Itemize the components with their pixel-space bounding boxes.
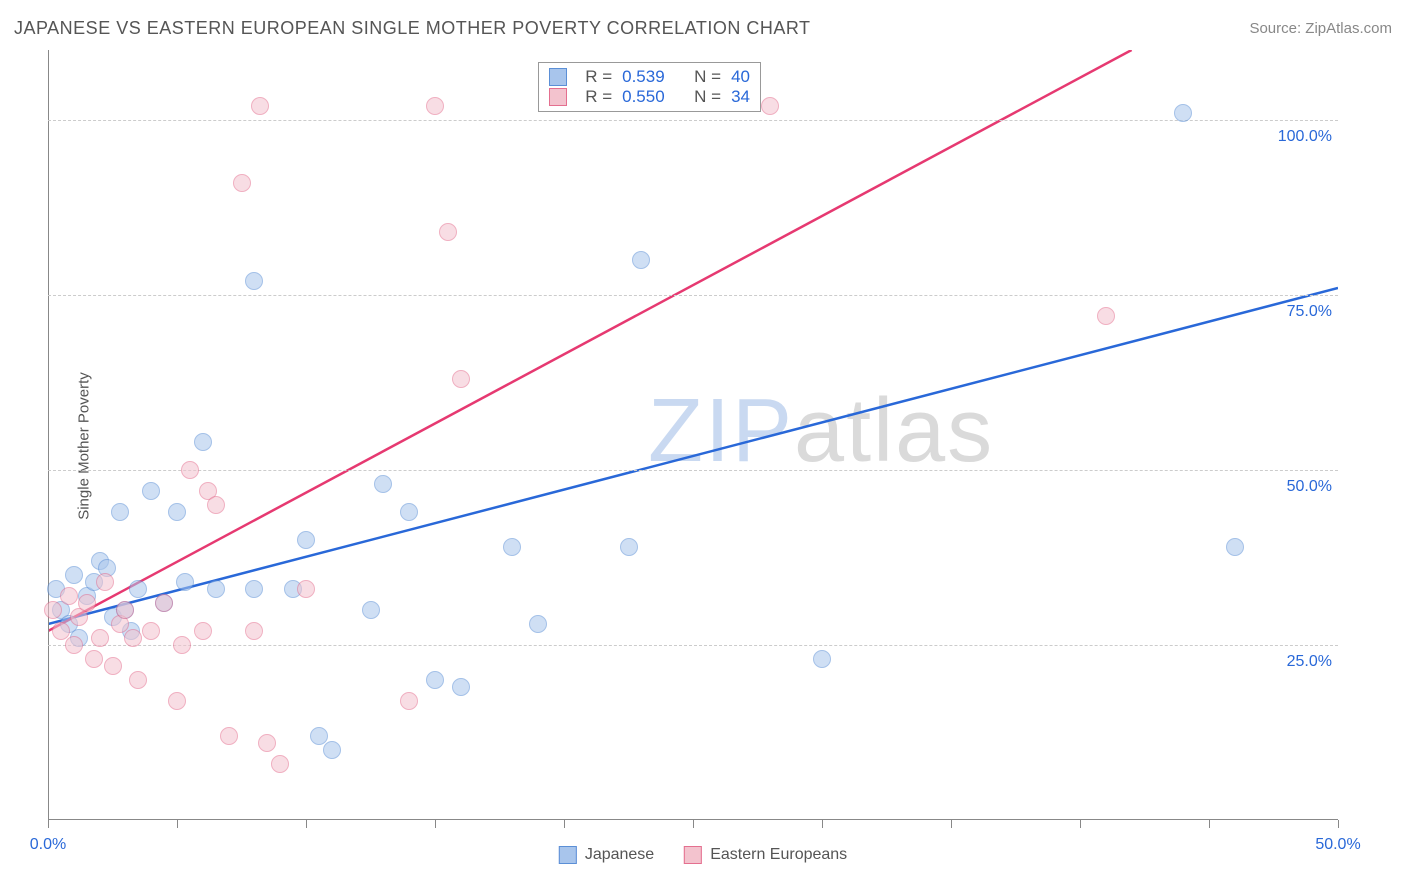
scatter-point (91, 629, 109, 647)
scatter-point (400, 503, 418, 521)
legend-swatch (549, 68, 567, 86)
scatter-point (104, 657, 122, 675)
scatter-point (439, 223, 457, 241)
trend-lines (48, 50, 1338, 820)
trend-line (48, 50, 1132, 631)
x-tick (177, 820, 178, 828)
x-tick-label: 0.0% (30, 836, 66, 854)
x-tick (435, 820, 436, 828)
scatter-point (44, 601, 62, 619)
x-tick (48, 820, 49, 828)
y-axis (48, 50, 49, 820)
scatter-point (258, 734, 276, 752)
scatter-point (813, 650, 831, 668)
legend-label: Eastern Europeans (710, 847, 847, 864)
scatter-point (124, 629, 142, 647)
scatter-point (96, 573, 114, 591)
scatter-point (220, 727, 238, 745)
scatter-point (297, 531, 315, 549)
x-tick (951, 820, 952, 828)
scatter-point (1174, 104, 1192, 122)
y-tick-label: 100.0% (1278, 128, 1332, 146)
scatter-point (65, 566, 83, 584)
y-tick-label: 75.0% (1287, 303, 1332, 321)
scatter-point (207, 580, 225, 598)
scatter-point (233, 174, 251, 192)
scatter-point (1097, 307, 1115, 325)
x-tick (1338, 820, 1339, 828)
scatter-point (245, 580, 263, 598)
scatter-point (761, 97, 779, 115)
scatter-point (176, 573, 194, 591)
bottom-legend: Japanese Eastern Europeans (559, 834, 847, 877)
scatter-point (1226, 538, 1244, 556)
scatter-point (168, 692, 186, 710)
scatter-point (271, 755, 289, 773)
scatter-point (168, 503, 186, 521)
x-tick (1080, 820, 1081, 828)
legend-label: Japanese (585, 847, 654, 864)
legend-item: Eastern Europeans (684, 846, 847, 864)
scatter-point (245, 272, 263, 290)
x-tick (306, 820, 307, 828)
scatter-point (173, 636, 191, 654)
scatter-point (452, 370, 470, 388)
legend-swatch (549, 88, 567, 106)
chart-source: Source: ZipAtlas.com (1249, 20, 1392, 37)
scatter-point (297, 580, 315, 598)
scatter-point (142, 482, 160, 500)
scatter-point (194, 433, 212, 451)
trend-line (48, 288, 1338, 624)
watermark: ZIPatlas (648, 380, 994, 483)
chart-header: JAPANESE VS EASTERN EUROPEAN SINGLE MOTH… (14, 18, 1392, 39)
scatter-point (60, 587, 78, 605)
scatter-point (251, 97, 269, 115)
gridline (48, 120, 1338, 121)
scatter-point (181, 461, 199, 479)
scatter-point (142, 622, 160, 640)
chart-plot-area: ZIPatlas 25.0% 50.0% 75.0% 100.0% R =0.539 N… (48, 50, 1338, 820)
gridline (48, 295, 1338, 296)
gridline (48, 470, 1338, 471)
scatter-point (78, 594, 96, 612)
y-tick-label: 25.0% (1287, 653, 1332, 671)
legend-item: Japanese (559, 846, 654, 864)
scatter-point (85, 650, 103, 668)
correlation-legend-row: R =0.539 N =40 (549, 67, 750, 87)
legend-swatch (559, 846, 577, 864)
scatter-point (503, 538, 521, 556)
scatter-point (116, 601, 134, 619)
scatter-point (362, 601, 380, 619)
x-tick-label: 50.0% (1315, 836, 1360, 854)
scatter-point (529, 615, 547, 633)
correlation-legend-row: R =0.550 N =34 (549, 87, 750, 107)
scatter-point (452, 678, 470, 696)
x-tick (564, 820, 565, 828)
scatter-point (129, 671, 147, 689)
scatter-point (194, 622, 212, 640)
scatter-point (245, 622, 263, 640)
scatter-point (426, 97, 444, 115)
scatter-point (155, 594, 173, 612)
gridline (48, 645, 1338, 646)
y-tick-label: 50.0% (1287, 478, 1332, 496)
scatter-point (129, 580, 147, 598)
scatter-point (65, 636, 83, 654)
x-tick (822, 820, 823, 828)
chart-title: JAPANESE VS EASTERN EUROPEAN SINGLE MOTH… (14, 18, 811, 39)
scatter-point (207, 496, 225, 514)
scatter-point (374, 475, 392, 493)
legend-swatch (684, 846, 702, 864)
scatter-point (632, 251, 650, 269)
scatter-point (323, 741, 341, 759)
scatter-point (111, 503, 129, 521)
scatter-point (400, 692, 418, 710)
x-tick (1209, 820, 1210, 828)
scatter-point (426, 671, 444, 689)
scatter-point (620, 538, 638, 556)
x-tick (693, 820, 694, 828)
correlation-legend: R =0.539 N =40R =0.550 N =34 (538, 62, 761, 112)
